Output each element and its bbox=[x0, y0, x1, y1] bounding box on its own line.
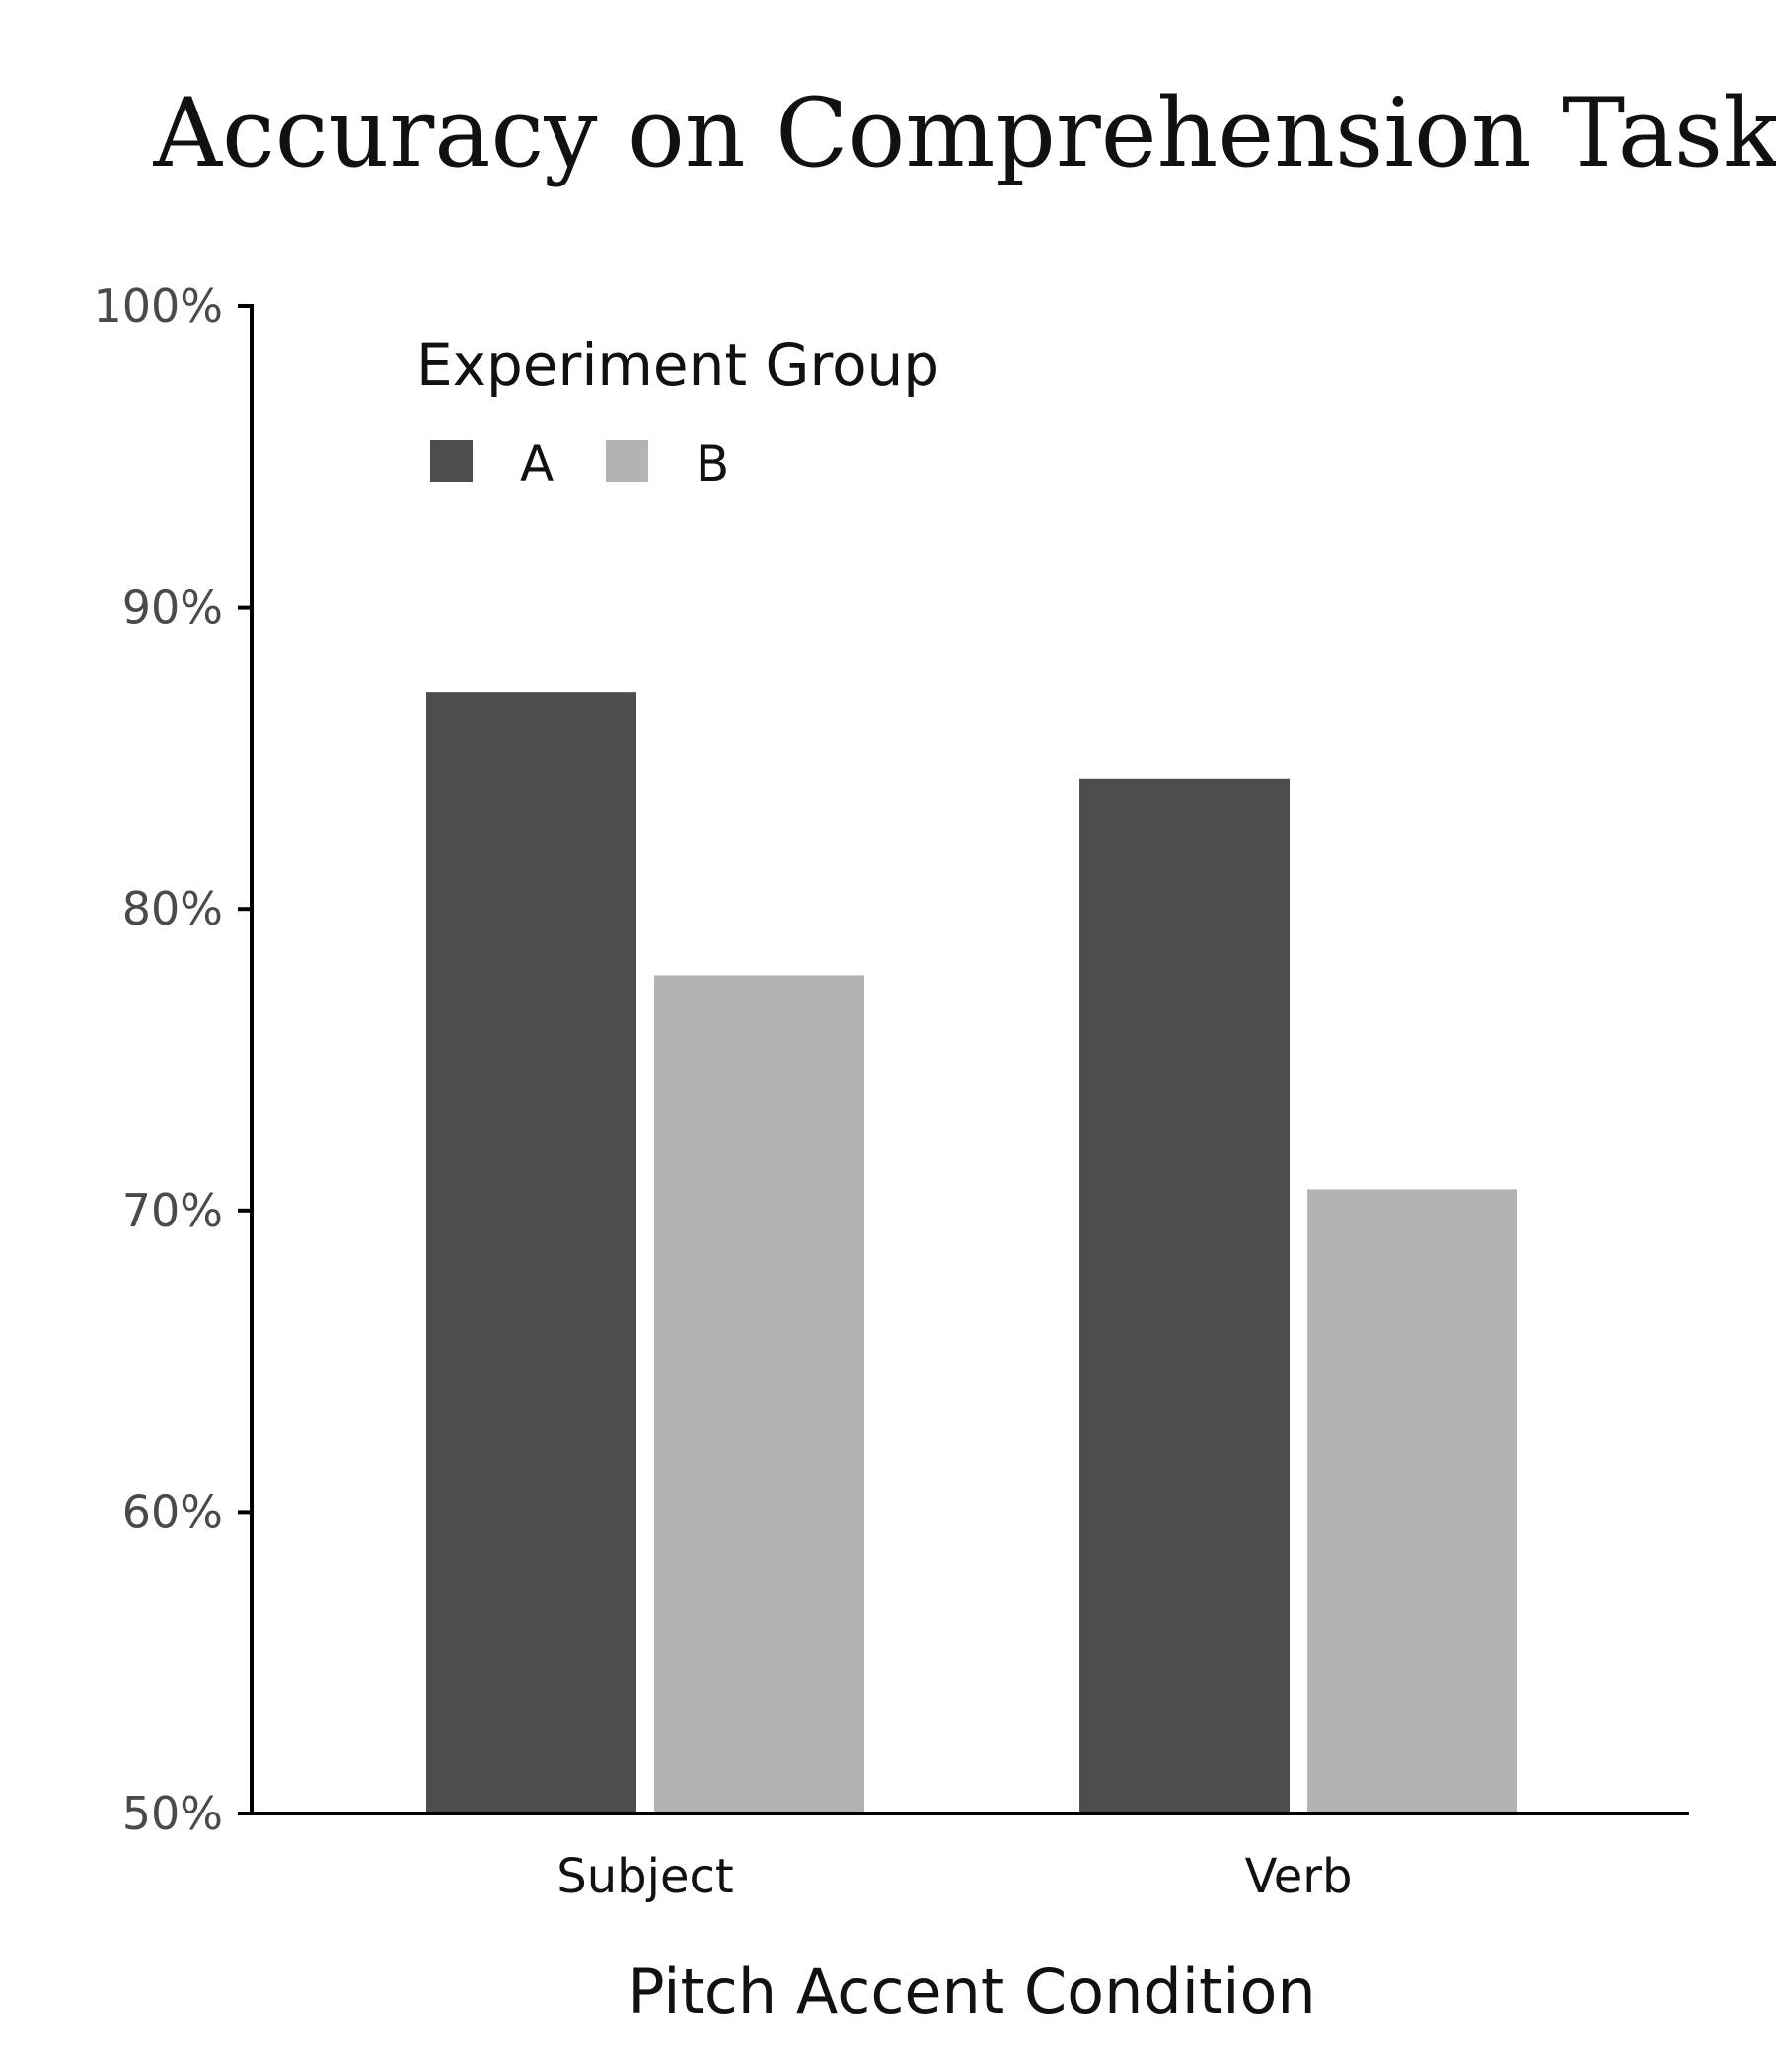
bar-subject-b bbox=[654, 975, 864, 1813]
y-tick-label: 60% bbox=[122, 1485, 223, 1538]
bar-subject-a bbox=[426, 692, 636, 1814]
bar-verb-b bbox=[1307, 1189, 1517, 1813]
y-tick-label: 80% bbox=[122, 882, 223, 935]
x-axis-title: Pitch Accent Condition bbox=[628, 1956, 1315, 2028]
x-tick-label: Subject bbox=[556, 1849, 733, 1904]
y-axis-ticks: 50% 60% 70% 80% 90% 100% bbox=[93, 279, 252, 1840]
y-tick-label: 70% bbox=[122, 1184, 223, 1237]
y-tick-label: 90% bbox=[122, 581, 223, 634]
legend-label-a: A bbox=[520, 435, 554, 492]
legend-swatch-a bbox=[430, 440, 473, 482]
legend-label-b: B bbox=[696, 435, 729, 492]
x-tick-label: Verb bbox=[1245, 1849, 1353, 1904]
bars-group bbox=[426, 692, 1517, 1814]
legend-title: Experiment Group bbox=[416, 332, 939, 399]
y-tick-label: 100% bbox=[93, 279, 223, 333]
y-tick-label: 50% bbox=[122, 1787, 223, 1840]
x-axis-tick-labels: Subject Verb bbox=[556, 1849, 1352, 1904]
bar-verb-a bbox=[1079, 778, 1290, 1813]
legend-swatch-b bbox=[606, 440, 648, 482]
chart-title: Accuracy on Comprehension Task bbox=[153, 78, 1776, 188]
